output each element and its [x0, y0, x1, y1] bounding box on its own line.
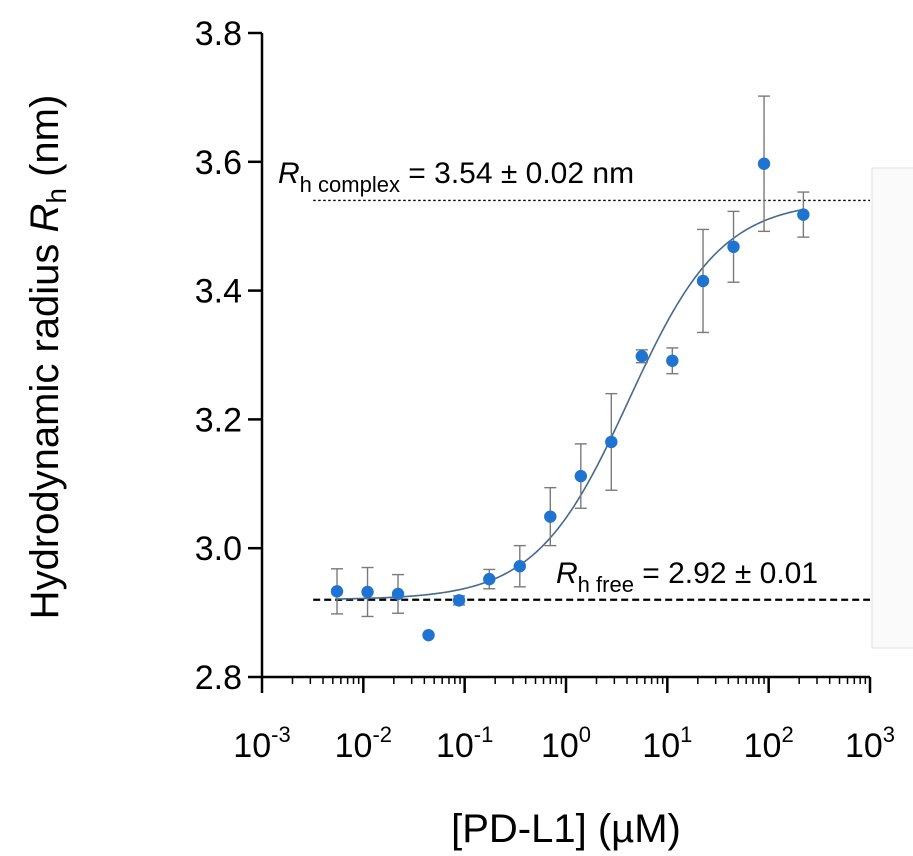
y-tick-label-1: 2.8	[195, 659, 242, 697]
data-point-10	[605, 435, 618, 449]
x-tick-label-3: 10-1	[436, 722, 493, 765]
data-point-7	[513, 560, 526, 573]
data-point-6	[483, 572, 496, 586]
y-tick-label-3: 3.2	[195, 401, 242, 439]
axes	[248, 31, 872, 693]
data-point-8	[544, 510, 557, 523]
data-point-14	[727, 240, 740, 254]
y-tick-label-6: 3.8	[195, 15, 242, 53]
legend-box	[871, 167, 913, 649]
x-axis-title: [PD-L1] (µM)	[451, 807, 681, 851]
data-point-3	[391, 587, 405, 601]
data-point-4	[422, 628, 435, 642]
data-point-12	[666, 354, 679, 367]
y-axis-title: Hydrodynamic radius Rh (nm)	[23, 95, 72, 620]
x-tick-label-7: 103	[845, 722, 895, 765]
x-tick-label-6: 102	[744, 722, 794, 765]
annotation-complex: Rh complex = 3.54 ± 0.02 nm	[278, 157, 634, 197]
x-tick-label-1: 10-3	[233, 722, 290, 765]
data-point-11	[635, 350, 649, 363]
y-tick-label-2: 3.0	[195, 530, 242, 568]
data-point-16	[797, 208, 810, 221]
fit-curve-group	[337, 208, 804, 600]
fit-curve	[337, 208, 804, 600]
y-tick-label-4: 3.4	[195, 273, 242, 311]
data-points	[330, 157, 810, 642]
x-tick-label-5: 101	[642, 722, 692, 765]
y-tick-labels: 2.8 3.0 3.2 3.4 3.6 3.8	[195, 15, 242, 697]
data-point-1	[330, 585, 344, 598]
annotation-free: Rh free = 2.92 ± 0.01	[556, 557, 818, 597]
data-point-15	[757, 157, 771, 170]
y-tick-label-5: 3.6	[195, 144, 242, 182]
reference-lines	[313, 199, 870, 601]
data-point-13	[696, 274, 710, 288]
data-point-5	[452, 594, 466, 607]
x-tick-labels: 10-3 10-2 10-1 100 101 102 103	[233, 722, 895, 765]
x-tick-label-4: 100	[541, 722, 591, 765]
data-point-9	[574, 469, 588, 483]
data-point-2	[361, 585, 374, 599]
x-tick-label-2: 10-2	[335, 722, 392, 765]
